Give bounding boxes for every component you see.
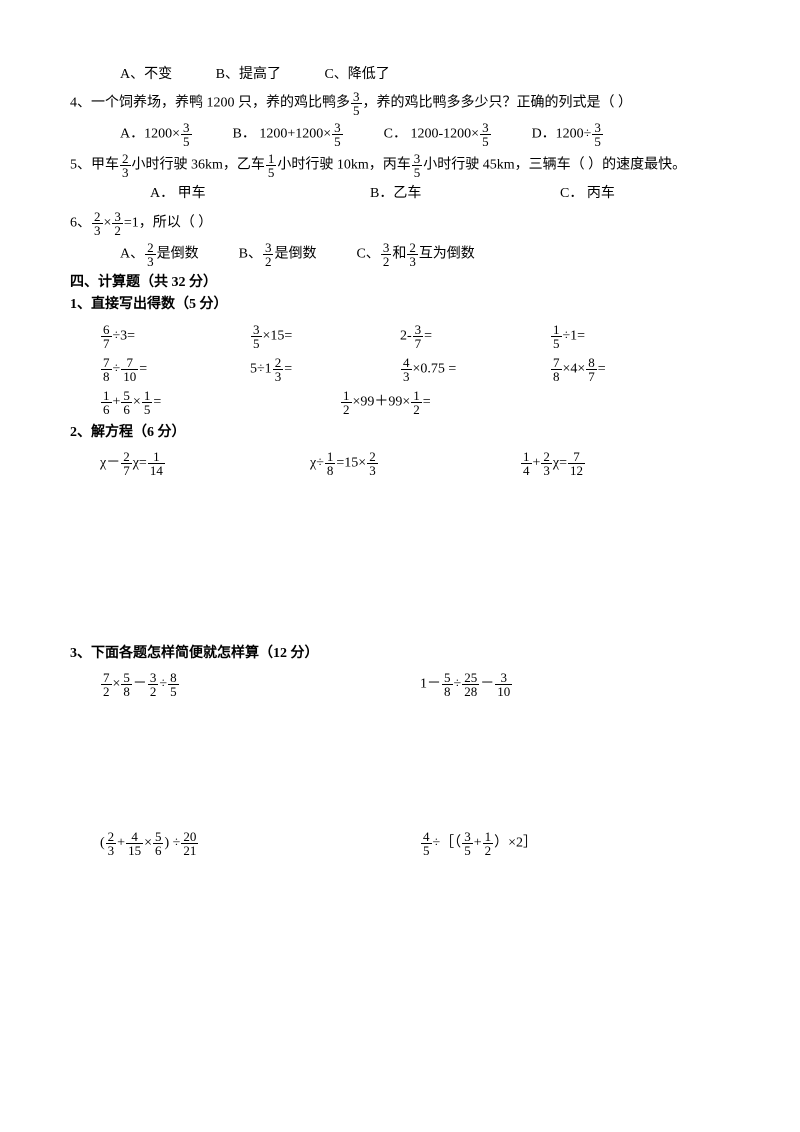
calc-row2: 78÷710= 5÷123= 43×0.75 = 78×4×87= xyxy=(100,356,730,383)
q3-opt-c: C、降低了 xyxy=(324,67,389,82)
q4-stem: 4、一个饲养场，养鸭 1200 只，养的鸡比鸭多35，养的鸡比鸭多多少只？正确的… xyxy=(70,90,730,117)
q5-stem: 5、甲车23小时行驶 36km，乙车15小时行驶 10km，丙车35小时行驶 4… xyxy=(70,152,730,179)
q4-opt-d: D．1200÷35 xyxy=(532,121,604,148)
part1-title: 1、直接写出得数（5 分） xyxy=(70,294,730,316)
q6-opt-b: B、32是倒数 xyxy=(239,241,317,268)
calc-row1: 67÷3= 35×15= 2-37= 15÷1= xyxy=(100,323,730,350)
q3-opt-a: A、不变 xyxy=(120,67,172,82)
q5-opt-c: C． 丙车 xyxy=(560,183,615,205)
q3-opt-b: B、提高了 xyxy=(216,67,281,82)
frac: 35 xyxy=(351,90,362,117)
q4-opt-c: C． 1200-1200×35 xyxy=(384,121,492,148)
q6-stem: 6、23×32=1，所以（ ） xyxy=(70,210,730,237)
q6-opt-a: A、23是倒数 xyxy=(120,241,199,268)
q4-options: A．1200×35 B． 1200+1200×35 C． 1200-1200×3… xyxy=(70,121,730,148)
q6-options: A、23是倒数 B、32是倒数 C、32和23互为倒数 xyxy=(70,241,730,268)
q5-opt-a: A． 甲车 xyxy=(150,183,330,205)
simp-row1: 72×58－32÷85 1－58÷2528－310 xyxy=(100,671,730,698)
q5-opt-b: B．乙车 xyxy=(370,183,520,205)
q6-opt-c: C、32和23互为倒数 xyxy=(356,241,474,268)
calc-row3: 16+56×15= 12×99＋99×12= xyxy=(100,389,730,416)
section4-title: 四、计算题（共 32 分） xyxy=(70,272,730,294)
eq-row: χ－27χ=114 χ÷18=15×23 14+23χ=712 xyxy=(100,450,730,477)
q4-opt-b: B． 1200+1200×35 xyxy=(233,121,344,148)
q5-options: A． 甲车 B．乙车 C． 丙车 xyxy=(70,183,730,205)
simp-row2: (23+415×56) ÷2021 45÷［（35+12）×2］ xyxy=(100,830,730,857)
q3-options: A、不变 B、提高了 C、降低了 xyxy=(70,64,730,86)
q4-opt-a: A．1200×35 xyxy=(120,121,193,148)
part2-title: 2、解方程（6 分） xyxy=(70,422,730,444)
q4-prefix: 4、一个饲养场，养鸭 1200 只，养的鸡比鸭多 xyxy=(70,96,350,111)
q4-suffix: ，养的鸡比鸭多多少只？正确的列式是（ ） xyxy=(363,96,633,111)
part3-title: 3、下面各题怎样简便就怎样算（12 分） xyxy=(70,643,730,665)
